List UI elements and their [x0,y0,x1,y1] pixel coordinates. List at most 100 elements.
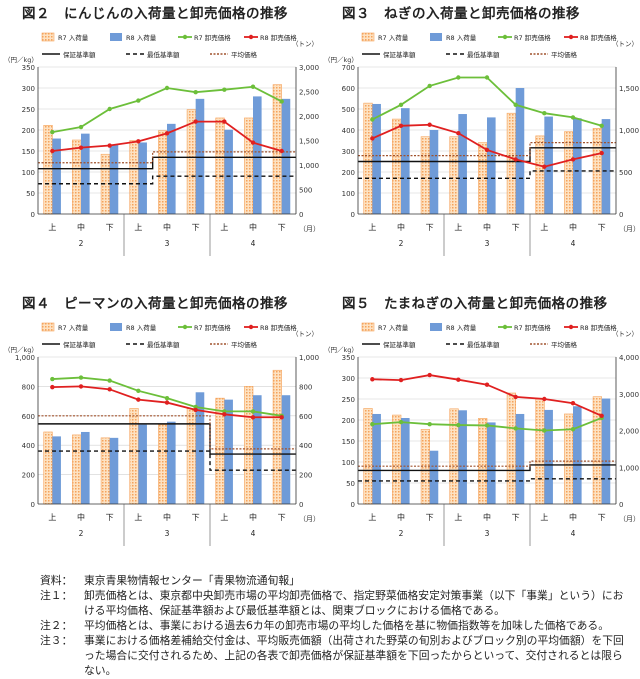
point-r7-price [107,378,112,383]
legend-label-minimum: 最低基準額 [147,340,180,349]
x-tick-label: 上 [48,513,56,522]
chart-svg: 0 50 100 150 200 250 300 350 0 500 1,000 1,500 2,000… [4,32,320,256]
point-r8-price [164,400,170,405]
bar-r8-volume [429,450,439,504]
chart-svg: 02004006008001,00002004006008001,000（円／k… [4,322,320,546]
point-r7-price [279,99,284,104]
legend-marker [182,34,188,40]
chart-panel-leek: 図３ ねぎの入荷量と卸売価格の推移 0 100 200 300 400 500 600 700… [320,0,640,290]
point-r8-price [513,157,518,162]
ref-line-minimum [38,450,296,471]
bar-r8-volume [372,103,381,214]
point-r7-price [398,419,404,425]
point-r7-price [222,87,227,92]
x-tick-label: 下 [106,513,114,522]
point-r7-price [484,423,490,428]
right-tick-label: 500 [619,169,632,177]
bar-r7-volume [506,112,516,215]
bar-r7-volume [43,431,53,505]
x-tick-label: 下 [192,513,200,522]
x-tick-label: 中 [569,512,577,522]
left-tick-label: 0 [31,501,35,509]
left-tick-label: 50 [26,190,35,198]
x-tick-label: 下 [598,513,606,522]
x-tick-label: 中 [77,222,85,232]
legend-label-minimum: 最低基準額 [467,340,500,349]
point-r7-price [107,106,112,112]
bar-r8-volume [515,88,525,214]
x-tick-label: 下 [278,223,286,232]
point-r8-price [136,397,141,402]
right-tick-label: 0 [299,211,303,219]
legend-label-minimum: 最低基準額 [467,50,500,59]
point-r8-price [599,413,604,418]
bar-r7-volume [449,408,459,505]
left-tick-label: 50 [346,480,355,488]
x-tick-label: 上 [220,223,228,232]
left-tick-label: 150 [22,148,35,156]
point-r8-price [456,377,461,382]
chart-panel-carrot: 図２ にんじんの入荷量と卸売価格の推移 0 50 100 150 200 250 300 35… [0,0,320,290]
month-label: 2 [79,529,84,538]
legend-label-r7-volume: R7 入荷量 [378,33,409,42]
legend-label-r8-volume: R8 入荷量 [446,33,477,42]
x-tick-label: 中 [483,222,491,232]
note-text: 事業における価格差補給交付金は、平均販売価額（出荷された野菜の旬別およびブロック… [84,634,624,677]
point-r8-price [484,147,490,153]
left-tick-label: 300 [342,375,355,383]
legend-swatch-r8-volume [430,323,442,331]
legend-swatch-r8-volume [110,323,122,331]
chart-title: 図５ たまねぎの入荷量と卸売価格の推移 [342,296,608,312]
x-tick-label: 下 [598,223,606,232]
point-r7-price [164,85,170,91]
bar-r7-volume [158,130,168,215]
note-label: 注２： [40,619,73,632]
x-axis-unit: （月） [299,225,320,233]
x-tick-label: 上 [540,513,548,522]
legend-label-r8-price: R8 卸売価格 [260,33,297,42]
left-tick-label: 1,000 [15,354,35,362]
left-axis-unit: （円／kg） [324,56,358,64]
point-r8-price [107,143,112,148]
point-r8-price [398,377,404,383]
bar-r8-volume [253,96,262,214]
legend-marker [502,324,508,330]
legend-label-r7-volume: R7 入荷量 [58,33,89,42]
point-r8-price [513,394,518,400]
x-tick-label: 中 [397,222,405,232]
line-r8-price [372,374,603,417]
point-r8-price [279,148,284,154]
left-tick-label: 200 [22,472,35,480]
legend-label-guarantee: 保証基準額 [383,50,416,59]
right-tick-label: 2,500 [299,89,319,97]
note-label: 資料： [40,574,73,587]
legend-marker [568,34,574,40]
ref-line-guarantee [358,147,616,163]
bar-r8-volume [429,130,439,214]
month-label: 4 [571,239,576,248]
ref-line-minimum [358,170,616,180]
point-r8-price [193,119,198,124]
bar-r7-volume [535,397,545,505]
x-tick-label: 下 [512,223,520,232]
point-r7-price [50,129,55,135]
bar-r7-volume [129,140,139,215]
note-2: 注２： 平均価格とは、事業における過去6カ年の卸売市場の平均した価格を基に物価指数… [40,618,630,633]
x-tick-label: 上 [134,513,142,522]
point-r8-price [570,157,576,162]
point-r8-price [279,415,284,420]
footnotes: 資料： 東京青果物情報センター「青果物流通旬報」 注１： 卸売価格とは、東京都中央卸… [40,573,630,678]
legend-marker [568,324,574,330]
x-tick-label: 上 [454,513,462,522]
x-tick-label: 上 [454,223,462,232]
right-tick-label: 500 [299,187,312,195]
legend-swatch-r8-volume [110,33,122,41]
right-tick-label: 1,000 [619,464,639,472]
point-r8-price [570,401,576,406]
bar-r7-volume [478,418,488,505]
x-tick-label: 上 [220,513,228,522]
legend-marker [248,324,254,330]
point-r7-price [193,90,198,95]
point-r7-price [78,375,84,380]
left-tick-label: 200 [342,169,355,177]
